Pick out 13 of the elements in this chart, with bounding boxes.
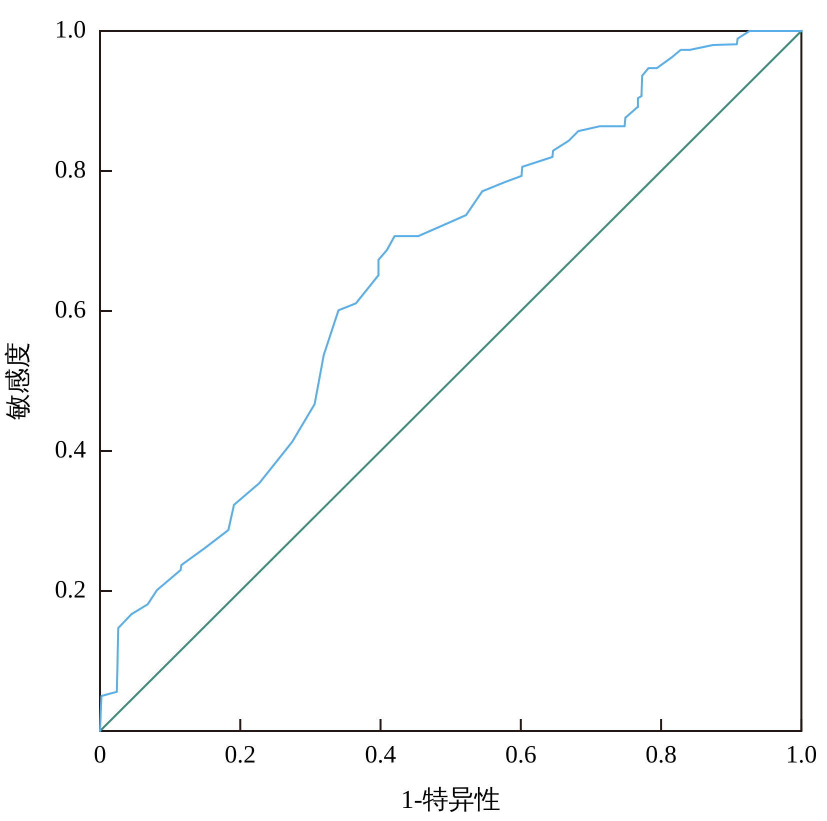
- y-axis-title: 敏感度: [3, 342, 32, 420]
- x-axis-title: 1-特异性: [400, 785, 501, 814]
- x-tick-label: 0: [94, 742, 106, 769]
- y-tick-label: 0.4: [54, 436, 86, 464]
- y-tick-label: 0.8: [54, 156, 86, 184]
- y-tick-label: 0.2: [54, 576, 86, 604]
- x-tick-label: 0.4: [364, 742, 397, 769]
- y-tick-label: 1.0: [54, 16, 86, 44]
- x-tick-label: 0.8: [645, 742, 677, 769]
- y-tick-label: 0.6: [54, 296, 86, 324]
- x-tick-label: 0.6: [505, 742, 536, 769]
- x-tick-label: 0.2: [224, 742, 256, 769]
- x-tick-label: 1.0: [786, 742, 817, 769]
